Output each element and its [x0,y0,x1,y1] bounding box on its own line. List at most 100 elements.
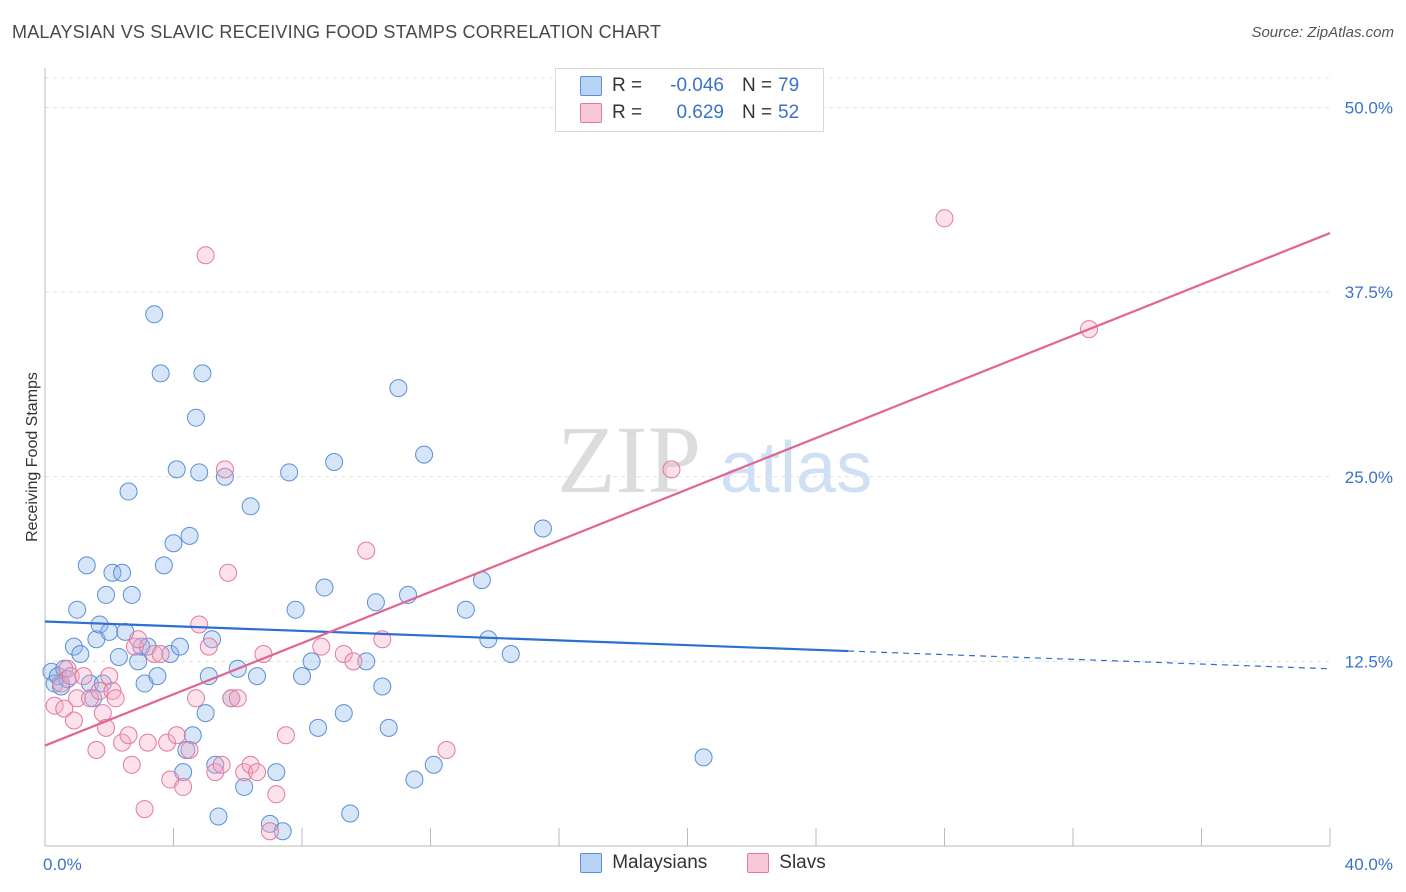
malaysian-point [235,777,254,796]
slav-point [267,785,286,804]
slav-point [248,763,267,782]
malaysian-point [145,305,164,324]
legend-r-label: R = [612,75,643,96]
legend-item-malaysians[interactable]: Malaysians [580,852,707,874]
malaysian-point [113,563,132,582]
chart-title: MALAYSIAN VS SLAVIC RECEIVING FOOD STAMP… [12,22,662,42]
malaysians-legend-swatch [580,853,603,873]
y-tick-label: 37.5% [1345,283,1393,302]
source-label: Source: ZipAtlas.com [1251,24,1394,41]
slav-point [129,630,148,649]
y-tick-label: 12.5% [1345,652,1393,671]
slav-point [74,667,93,686]
malaysian-point [379,718,398,737]
slav-point [122,755,141,774]
watermark-zip: ZIP [557,406,701,513]
malaysian-point [309,718,328,737]
malaysian-point [119,482,138,501]
slav-point [61,667,80,686]
slav-point [357,541,376,560]
watermark-atlas: atlas [720,428,872,508]
legend-n-label: N = [742,102,773,123]
slavs-trend-line [44,232,1331,747]
legend-item-slavs[interactable]: Slavs [747,852,826,874]
malaysian-point [415,445,434,464]
malaysian-point [209,807,228,826]
y-tick-label: 25.0% [1345,468,1393,487]
malaysian-point [71,645,90,663]
slavs-legend-swatch [747,853,770,873]
malaysian-point [302,652,321,671]
slav-point [80,689,99,708]
slav-point [334,645,353,663]
malaysian-point [248,667,267,686]
legend-row-malaysians: R = -0.046 N = 79 [580,74,799,98]
malaysian-point [193,364,212,383]
x-tick-label: 40.0% [1345,855,1393,874]
malaysian-point [154,556,173,575]
malaysian-point [167,460,186,479]
malaysian-point [109,647,128,666]
malaysian-point [129,652,148,671]
malaysian-point [456,600,475,619]
malaysian-point [100,622,119,641]
slav-point [119,726,138,745]
malaysian-point [334,704,353,723]
slav-point [167,726,186,745]
malaysian-point [424,755,443,774]
malaysian-point [694,748,713,767]
slav-point [135,800,154,819]
slav-point [199,637,218,656]
slav-point [158,733,177,752]
malaysian-point [273,822,292,841]
malaysian-point [533,519,552,538]
malaysian-point [196,704,215,723]
slav-point [190,615,209,634]
malaysian-point [389,379,408,398]
malaysian-point [103,563,122,582]
malaysian-point [501,645,520,663]
slav-point [662,460,681,479]
malaysian-point [293,667,311,686]
malaysians-trend-extension [848,650,1331,670]
slav-point [138,733,157,752]
slav-point [222,689,241,708]
malaysian-point [325,453,344,471]
legend-r-label: R = [612,102,643,123]
malaysian-point [186,408,205,427]
malaysians-legend-label: Malaysians [612,852,708,873]
malaysian-point [122,585,141,604]
malaysian-point [190,463,209,482]
malaysian-point [64,637,83,656]
slav-point [437,741,456,759]
malaysians-swatch [580,76,602,96]
series-legend: Malaysians Slavs [0,852,1406,874]
malaysian-point [68,600,87,619]
slavs-swatch [580,103,602,123]
legend-r-value: 0.629 [676,102,724,123]
slav-point [145,645,164,663]
slav-point [100,667,119,686]
malaysian-point [215,467,234,486]
slav-point [206,763,225,782]
malaysian-point [206,755,225,774]
malaysian-point [80,674,99,693]
legend-n-label: N = [742,75,773,96]
malaysians-trend-line [44,620,849,653]
slav-point [90,681,109,700]
slav-point [215,460,234,479]
legend-n-value: 79 [778,75,800,96]
malaysian-point [161,645,180,663]
malaysian-point [373,677,392,696]
slav-point [106,689,125,708]
slav-point [219,563,238,582]
slav-point [87,741,106,759]
malaysian-point [405,770,424,789]
slav-point [180,741,199,759]
malaysian-point [241,497,260,516]
slav-point [276,726,295,745]
malaysian-point [341,804,360,823]
legend-row-slavs: R = 0.629 N = 52 [580,101,799,125]
malaysian-point [479,630,498,649]
